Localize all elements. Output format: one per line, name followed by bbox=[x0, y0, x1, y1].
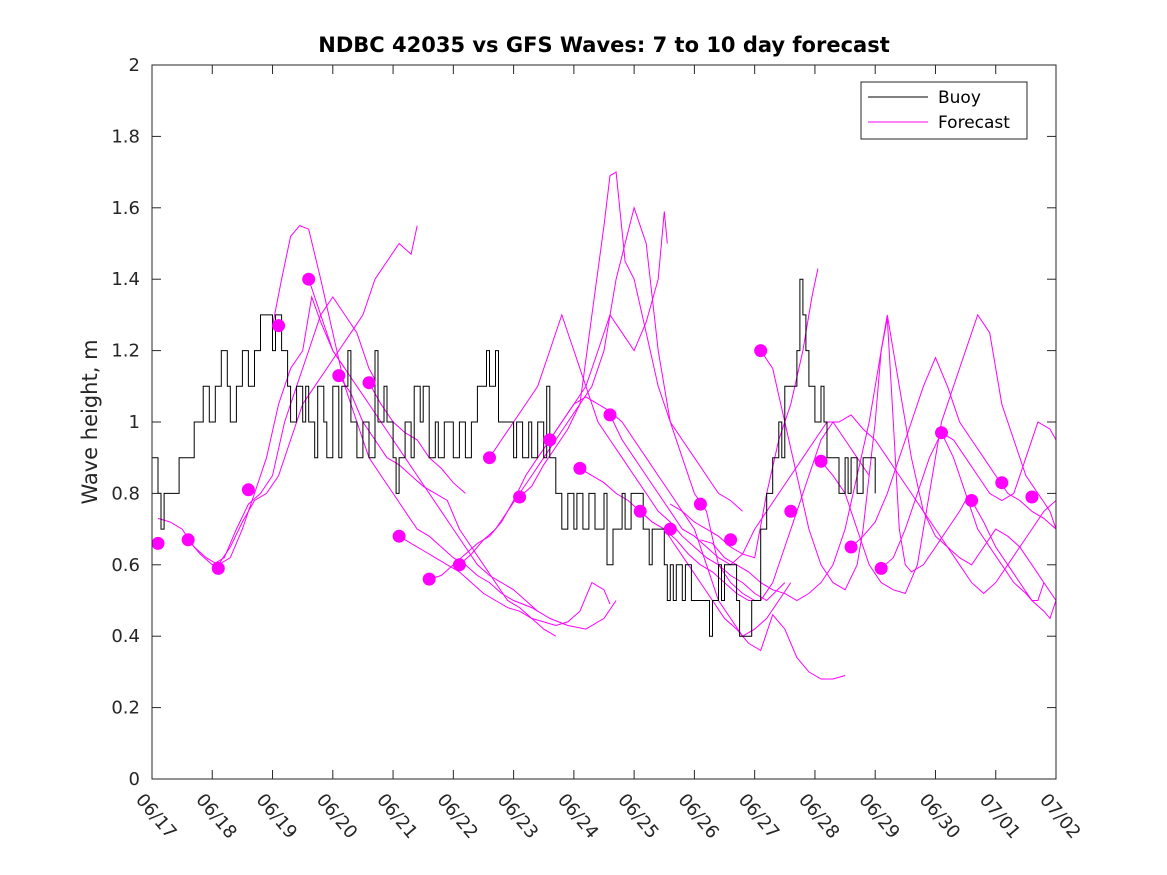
buoy-line bbox=[152, 278, 876, 637]
forecast-marker bbox=[693, 497, 707, 511]
forecast-line-10 bbox=[459, 171, 743, 566]
forecast-line-2 bbox=[187, 296, 376, 566]
y-tick-label: 0 bbox=[129, 769, 140, 790]
y-tick-label: 1.2 bbox=[111, 341, 140, 362]
forecast-line-22 bbox=[880, 421, 1056, 569]
chart-title: NDBC 42035 vs GFS Waves: 7 to 10 day for… bbox=[318, 33, 889, 57]
y-tick-label: 2 bbox=[129, 55, 140, 76]
forecast-line-3 bbox=[217, 225, 418, 566]
forecast-marker bbox=[272, 319, 286, 333]
forecast-line-5 bbox=[308, 279, 539, 612]
legend: Buoy Forecast bbox=[860, 81, 1028, 140]
plot-area bbox=[152, 171, 1056, 680]
forecast-marker bbox=[995, 476, 1009, 490]
forecast-line-19 bbox=[760, 314, 1056, 601]
forecast-marker bbox=[844, 540, 858, 554]
forecast-marker bbox=[513, 490, 527, 504]
forecast-marker bbox=[754, 344, 768, 358]
forecast-line-11 bbox=[489, 313, 786, 602]
forecast-marker bbox=[573, 461, 587, 475]
y-tick-label: 1.6 bbox=[111, 198, 140, 219]
forecast-marker bbox=[814, 454, 828, 468]
forecast-marker bbox=[874, 561, 888, 575]
forecast-line-21 bbox=[850, 356, 1056, 548]
forecast-line-20 bbox=[820, 313, 1056, 595]
forecast-marker bbox=[362, 376, 376, 390]
forecast-marker bbox=[935, 426, 948, 440]
forecast-marker bbox=[483, 451, 496, 465]
forecast-line-8 bbox=[398, 535, 611, 627]
forecast-marker bbox=[633, 504, 647, 518]
forecast-marker bbox=[1025, 490, 1039, 504]
y-tick-label: 0.8 bbox=[111, 483, 140, 504]
forecast-marker bbox=[241, 483, 255, 497]
forecast-marker bbox=[152, 536, 165, 550]
forecast-marker bbox=[392, 529, 406, 543]
legend-buoy-label: Buoy bbox=[938, 88, 981, 108]
forecast-marker bbox=[332, 369, 346, 383]
forecast-line-17 bbox=[670, 268, 819, 559]
forecast-line-24 bbox=[971, 500, 1056, 620]
forecast-marker bbox=[724, 533, 738, 547]
forecast-line-4 bbox=[272, 225, 617, 630]
forecast-line-23 bbox=[941, 432, 1045, 601]
forecast-marker bbox=[302, 272, 316, 286]
y-tick-label: 1.4 bbox=[111, 269, 140, 290]
forecast-marker bbox=[663, 522, 677, 536]
y-axis-ticks: 0 0.2 0.4 0.6 0.8 1 1.2 1.4 1.6 1.8 2 bbox=[111, 55, 1056, 790]
forecast-line-12 bbox=[519, 206, 755, 601]
forecast-line-13 bbox=[549, 211, 668, 441]
forecast-marker bbox=[181, 533, 195, 547]
forecast-line-7 bbox=[368, 382, 466, 494]
forecast-marker bbox=[422, 572, 436, 586]
forecast-marker bbox=[784, 504, 798, 518]
forecast-marker bbox=[543, 433, 557, 447]
y-tick-label: 0.2 bbox=[111, 698, 140, 719]
legend-forecast-label: Forecast bbox=[938, 113, 1010, 133]
legend-box bbox=[860, 81, 1028, 140]
forecast-line-15 bbox=[609, 414, 1056, 595]
forecast-marker bbox=[965, 494, 979, 507]
forecast-marker bbox=[211, 561, 225, 575]
y-tick-label: 0.6 bbox=[111, 555, 140, 576]
y-axis-label: Wave height, m bbox=[78, 339, 102, 504]
y-tick-label: 0.4 bbox=[111, 626, 140, 647]
y-tick-label: 1 bbox=[129, 412, 140, 433]
y-tick-label: 1.8 bbox=[111, 126, 140, 147]
forecast-marker bbox=[452, 558, 466, 572]
forecast-marker bbox=[603, 408, 617, 422]
